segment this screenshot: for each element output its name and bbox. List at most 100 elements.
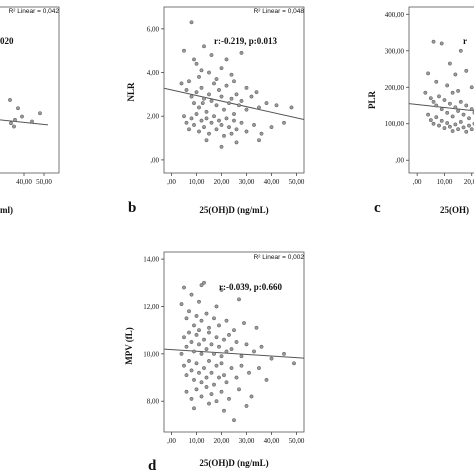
panel-b-data-point xyxy=(189,116,194,121)
panel-d-data-point xyxy=(234,375,239,380)
panel-c-plot-area: ,00 100,00 200,00 300,00 400,00 ,00 10,00 20,00 xyxy=(385,11,474,186)
panel-c-data-point xyxy=(469,127,474,132)
panel-a-data-point xyxy=(13,117,17,122)
panel-d-data-point xyxy=(259,344,264,349)
panel-d-data-point xyxy=(189,396,194,401)
panel-b-data-point xyxy=(214,103,219,108)
panel-b-data-point xyxy=(204,116,209,121)
panel-d-data-point xyxy=(239,363,244,368)
panel-b-data-point xyxy=(199,118,204,123)
panel-d-data-point xyxy=(247,370,251,375)
panel-c-y-tick-label: 300,00 xyxy=(385,47,405,55)
panel-d-data-point xyxy=(232,328,236,333)
panel-d-data-point xyxy=(264,377,269,382)
panel-c-data-point xyxy=(456,109,461,113)
panel-d-r2-label: R² Linear = 0,002 xyxy=(254,254,305,261)
panel-c-data-point xyxy=(423,90,428,95)
panel-b-data-point xyxy=(179,81,184,86)
panel-d-data-point xyxy=(219,287,224,292)
panel-c-data-point xyxy=(434,79,439,84)
panel-b-data-point xyxy=(249,94,254,99)
panel-a-marks xyxy=(0,98,49,129)
panel-b-x-tick-label: ,00 xyxy=(167,178,176,186)
panel-d-data-point xyxy=(222,337,226,342)
panel-b-r2-label: R² Linear = 0,048 xyxy=(254,8,305,15)
panel-b: ,00 2,00 4,00 6,00 ,00 10,00 20,00 30,00 40,00 50… xyxy=(126,6,305,216)
panel-b-data-point xyxy=(254,90,259,95)
panel-d-data-point xyxy=(202,337,206,342)
panel-a-data-point xyxy=(20,114,24,119)
panel-c-x-tick-label: 10,00 xyxy=(437,178,453,186)
panel-a-stat-label: 020 xyxy=(0,36,14,46)
panel-d-data-point xyxy=(187,330,191,335)
panel-d-data-point xyxy=(234,340,239,344)
panel-c-data-point xyxy=(456,127,461,132)
panel-c-data-point xyxy=(453,122,458,127)
panel-d-data-point xyxy=(192,323,196,328)
panel-c-data-point xyxy=(445,121,450,125)
panel-a-data-point xyxy=(16,106,20,111)
panel-c-y-axis-label: PLR xyxy=(367,90,377,109)
panel-b-data-point xyxy=(202,96,206,101)
panel-b-data-point xyxy=(269,125,274,130)
panel-b-data-point xyxy=(234,140,239,145)
panel-d-data-point xyxy=(184,373,189,378)
panel-d-data-point xyxy=(244,403,249,408)
panel-b-data-point xyxy=(257,105,261,110)
panel-d-data-point xyxy=(252,349,256,354)
panel-d-data-point xyxy=(187,358,191,363)
panel-d-data-point xyxy=(224,380,229,385)
panel-b-data-point xyxy=(202,44,206,49)
panel-c-data-point xyxy=(434,103,439,108)
panel-d-data-point xyxy=(229,366,234,371)
panel-c-data-point xyxy=(447,124,452,129)
panel-d-letter: d xyxy=(148,458,157,474)
panel-d-data-point xyxy=(184,389,189,394)
panel-c-data-point xyxy=(447,61,452,66)
panel-d-data-point xyxy=(222,408,226,413)
panel-d-data-point xyxy=(209,392,214,397)
panel-c-data-point xyxy=(450,114,455,119)
panel-b-data-point xyxy=(187,127,191,132)
panel-b-data-point xyxy=(189,20,194,25)
panel-d-data-point xyxy=(194,387,199,392)
panel-c-data-point xyxy=(442,98,447,102)
panel-d-frame xyxy=(163,251,305,433)
panel-d-data-point xyxy=(237,387,241,392)
panel-b-data-point xyxy=(217,118,221,123)
panel-d-data-point xyxy=(282,351,286,356)
panel-d-data-point xyxy=(207,330,211,335)
panel-a-plot-area: 40,00 50,00 xyxy=(0,98,52,186)
panel-d-data-point xyxy=(214,399,219,404)
panel-b-data-point xyxy=(244,129,249,134)
panel-b-data-point xyxy=(194,112,199,116)
panel-d-data-point xyxy=(229,347,234,352)
panel-d-marks xyxy=(164,280,304,423)
panel-c-data-point xyxy=(431,121,436,126)
panel-d-data-point xyxy=(187,309,191,314)
panel-b-data-point xyxy=(187,79,191,84)
panel-d-x-tick-label: 30,00 xyxy=(239,437,255,445)
panel-b-y-axis-label: NLR xyxy=(126,82,136,102)
panel-c-y-tick-label: 400,00 xyxy=(385,11,405,19)
panel-d-data-point xyxy=(244,342,249,347)
panel-c-data-point xyxy=(450,129,455,133)
panel-b-data-point xyxy=(224,116,229,121)
panel-b-data-point xyxy=(229,96,234,101)
panel-b-data-point xyxy=(244,85,249,90)
panel-d-data-point xyxy=(212,382,216,387)
panel-a-data-point xyxy=(9,121,13,126)
panel-c-x-axis-label: 25(OH) xyxy=(440,205,469,215)
panel-d-data-point xyxy=(207,325,211,330)
panel-b-data-point xyxy=(192,122,196,127)
panel-c-data-point xyxy=(464,129,469,134)
panel-d-data-point xyxy=(207,358,211,363)
panel-b-data-point xyxy=(214,127,219,132)
panel-d-x-tick-label: 10,00 xyxy=(189,437,205,445)
panel-c-data-point xyxy=(453,72,458,77)
panel-b-data-point xyxy=(219,122,224,127)
panel-c-data-point xyxy=(447,101,452,106)
panel-b-y-tick-label: 4,00 xyxy=(147,69,160,77)
panel-c-frame xyxy=(408,6,474,174)
panel-d-data-point xyxy=(197,370,201,375)
